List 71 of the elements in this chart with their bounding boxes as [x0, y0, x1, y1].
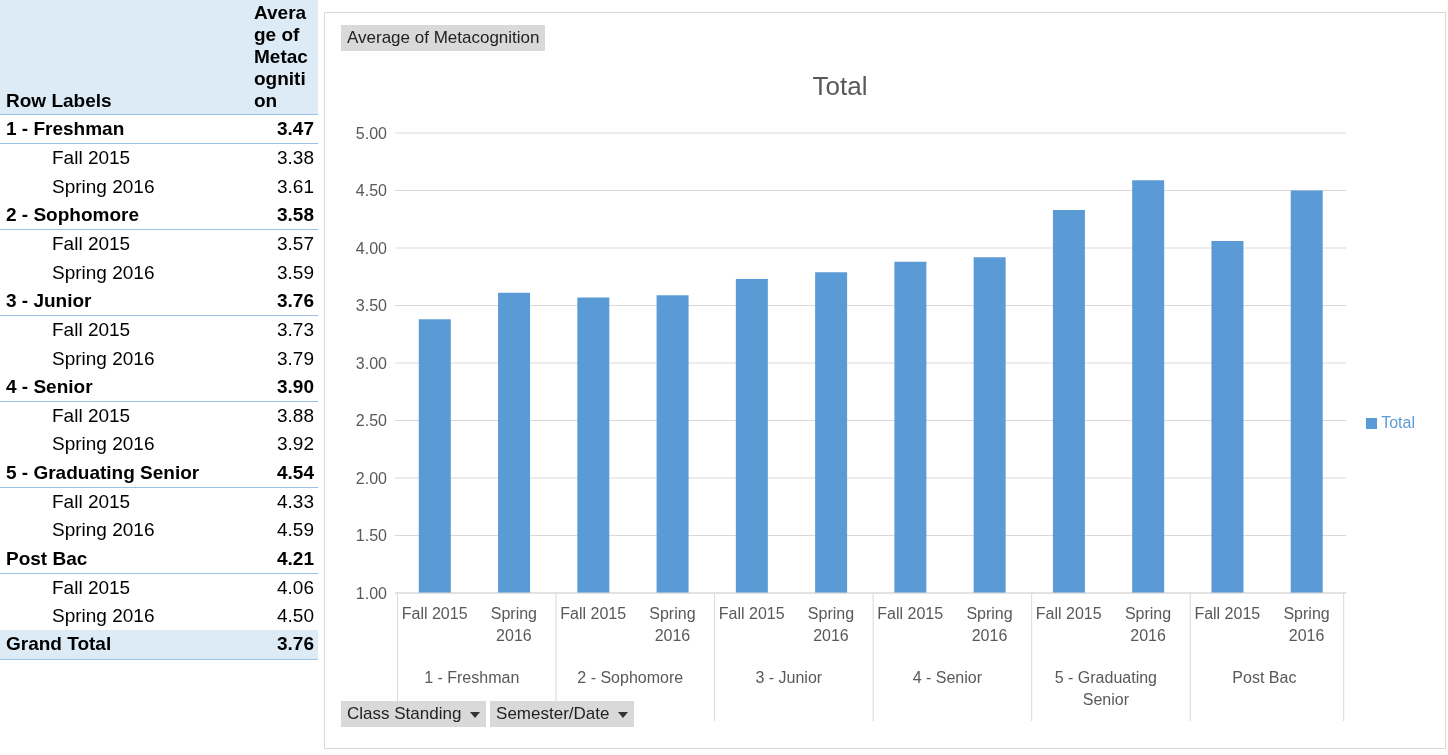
text: 3.59	[276, 261, 315, 284]
y-tick-label: 3.50	[355, 297, 388, 315]
text: Semester/Date	[490, 701, 635, 727]
y-tick-label: 1.00	[355, 584, 388, 602]
y-tick-label: 1.50	[355, 527, 388, 545]
text: Fall 2015	[51, 319, 132, 342]
text: 3 - Junior	[5, 289, 93, 312]
text: 3.76	[276, 289, 315, 312]
text: 2 - Sophomore	[5, 204, 140, 227]
text: 3.73	[276, 319, 315, 342]
text: 3.57	[276, 233, 315, 256]
text: Spring 2016	[51, 347, 156, 370]
text: 4 - Senior	[5, 375, 94, 398]
text: 3.79	[276, 347, 315, 370]
y-tick-label: 4.00	[355, 239, 388, 257]
y-tick-label: 4.50	[355, 182, 388, 200]
x-tick-label: Spring 2016	[490, 605, 538, 644]
text: Fall 2015	[51, 491, 132, 513]
x-tick-label: Spring 2016	[1124, 605, 1172, 644]
text: 2 - Sophomore	[577, 669, 684, 686]
text: Spring 2016	[51, 519, 156, 542]
text: Spring 2016	[51, 175, 156, 198]
text: 3.47	[276, 118, 315, 141]
text: 4.54	[276, 461, 315, 484]
text: 4.06	[276, 576, 315, 599]
text: Post Bac	[5, 547, 89, 570]
y-tick-label: 2.50	[355, 412, 388, 430]
text: Spring 2016	[51, 261, 156, 284]
text: Fall 2015	[51, 405, 132, 428]
text: Fall 2015	[51, 147, 132, 170]
text: Average of Metacognition	[253, 1, 309, 113]
text: Spring 2016	[51, 433, 156, 456]
x-tick-label: Fall 2015	[718, 605, 785, 622]
text: Post Bac	[1232, 669, 1297, 686]
text: 1 - Freshman	[424, 669, 520, 686]
x-tick-label: Fall 2015	[401, 605, 468, 622]
text: 5 - Graduating Senior	[5, 461, 201, 484]
chart-title: Total	[811, 71, 869, 102]
x-tick-label: Fall 2015	[877, 605, 944, 622]
text: Row Labels	[5, 89, 113, 113]
text: 3.92	[276, 433, 315, 456]
text: 4.21	[276, 547, 315, 570]
text: 4.33	[276, 491, 315, 513]
x-tick-label: Spring 2016	[807, 605, 855, 644]
text: 3 - Junior	[755, 669, 823, 686]
text: 3.58	[276, 204, 315, 227]
y-tick-label: 3.00	[355, 354, 388, 372]
y-tick-label: 5.00	[355, 124, 388, 142]
text: Fall 2015	[51, 233, 132, 256]
x-tick-label: Fall 2015	[560, 605, 627, 622]
text: Class Standing	[341, 701, 487, 727]
text: 3.61	[276, 175, 315, 198]
text: 3.88	[276, 405, 315, 428]
text: 4.59	[276, 519, 315, 542]
text: 3.76	[276, 633, 315, 656]
text: Fall 2015	[51, 576, 132, 599]
x-tick-label: Spring 2016	[966, 605, 1013, 644]
text: 5 - Graduating Senior	[1054, 669, 1157, 708]
text: 3.38	[276, 147, 315, 170]
text: Average of Metacognition	[341, 25, 546, 51]
text: 3.90	[276, 375, 315, 398]
text: 4.50	[276, 605, 315, 628]
legend-label: Total	[1381, 414, 1415, 431]
x-tick-label: Spring 2016	[1283, 605, 1330, 644]
x-tick-label: Spring 2016	[649, 605, 696, 644]
text: 1 - Freshman	[5, 118, 126, 141]
text: Grand Total	[5, 633, 113, 656]
y-tick-label: 2.00	[355, 469, 388, 487]
text: 4 - Senior	[912, 669, 983, 686]
x-tick-label: Fall 2015	[1194, 605, 1261, 622]
x-tick-label: Fall 2015	[1035, 605, 1102, 622]
